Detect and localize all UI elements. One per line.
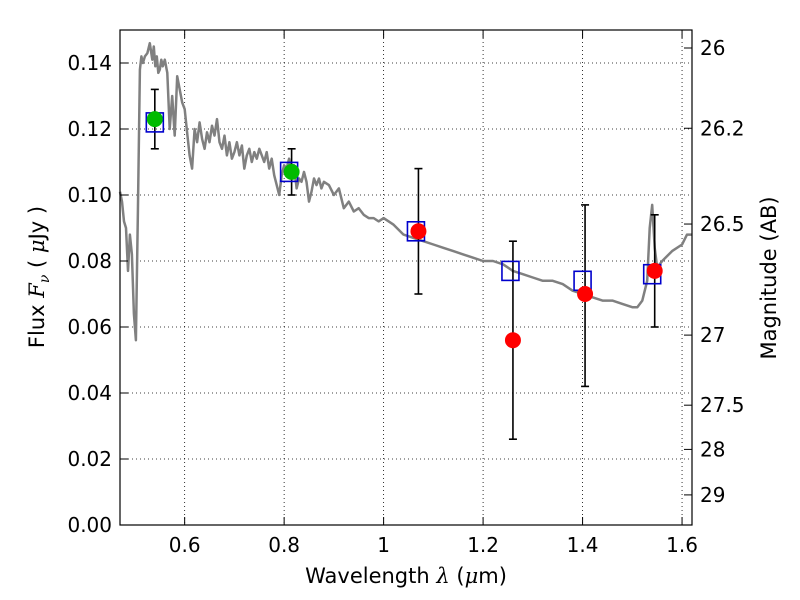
- x-tick-label: 1.2: [467, 533, 499, 557]
- x-tick-label: 1: [377, 533, 390, 557]
- error-bars: [150, 88, 659, 441]
- model-flux-square: [501, 260, 520, 282]
- observed-flux-point: [410, 223, 427, 240]
- magnitude-tick-label: 27: [700, 323, 725, 347]
- observed-flux-point: [577, 286, 594, 302]
- magnitude-axis-ticks: 26 26.2 26.5 27 27.5 28 29: [684, 36, 745, 507]
- magnitude-tick-label: 26.2: [700, 116, 745, 140]
- y-tick-label: 0.12: [67, 117, 112, 141]
- magnitude-axis-title: Magnitude (AB): [757, 196, 781, 359]
- magnitude-tick-label: 29: [700, 483, 725, 507]
- x-tick-label: 0.8: [268, 533, 300, 557]
- x-tick-label: 1.4: [567, 533, 599, 557]
- y-tick-label: 0.00: [67, 513, 112, 537]
- y-tick-label: 0.14: [67, 51, 112, 75]
- x-tick-label: 0.6: [169, 533, 201, 557]
- y-axis-title: Flux Fν ( μJy ): [25, 206, 53, 348]
- y-tick-label: 0.08: [67, 249, 112, 273]
- y-tick-label: 0.02: [67, 447, 112, 471]
- y-axis-ticks: 0.00 0.02 0.04 0.06 0.08 0.10 0.12 0.14: [67, 51, 128, 537]
- y-tick-label: 0.10: [67, 183, 112, 207]
- magnitude-tick-label: 26: [700, 36, 725, 60]
- observed-flux-point: [283, 163, 300, 180]
- observed-flux-point: [146, 111, 163, 128]
- observed-flux-point: [504, 332, 521, 349]
- magnitude-tick-label: 26.5: [700, 212, 745, 236]
- spectrum-line: [118, 41, 692, 342]
- x-axis-title: Wavelength λ (μm): [305, 564, 507, 588]
- observed-flux-point: [646, 262, 663, 279]
- x-tick-label: 1.6: [666, 533, 698, 557]
- plot-frame: [119, 29, 693, 526]
- grid-lines: [120, 30, 692, 526]
- magnitude-tick-label: 27.5: [700, 393, 745, 417]
- observed-flux-points: [146, 111, 663, 349]
- magnitude-tick-label: 28: [700, 437, 725, 461]
- model-spectrum: [118, 41, 692, 342]
- y-tick-label: 0.06: [67, 315, 112, 339]
- x-axis-ticks: 0.6 0.8 1 1.2 1.4 1.6: [169, 30, 698, 557]
- y-tick-label: 0.04: [67, 381, 112, 405]
